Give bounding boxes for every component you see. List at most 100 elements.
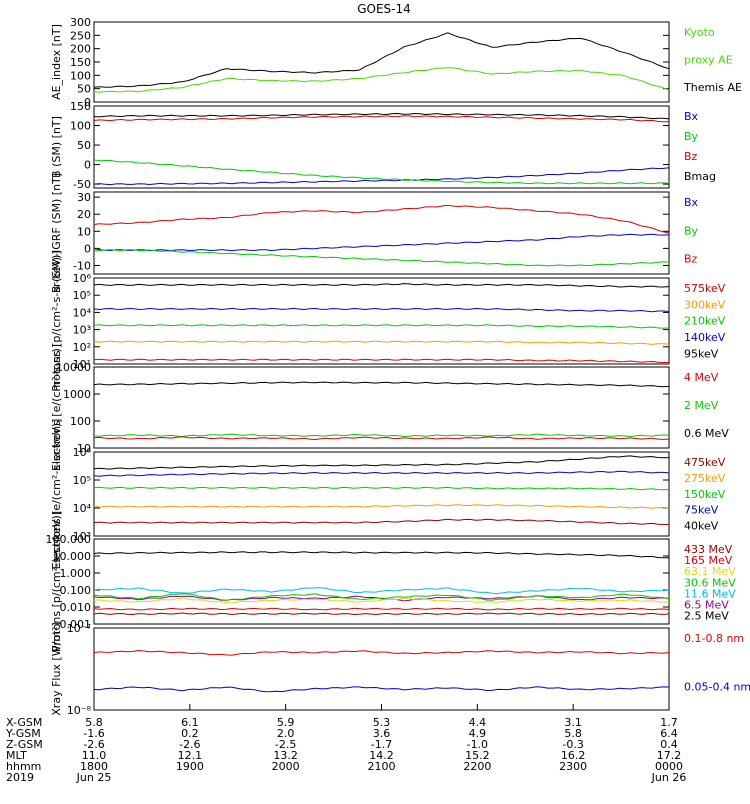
legend-entry: 140keV [684,331,726,344]
x-tick-label: 2300 [559,760,587,773]
y-tick-label: 10³ [73,324,91,337]
legend-entry: 475keV [684,456,726,469]
series-line-by [94,250,669,266]
legend-entry: Bx [684,196,699,209]
y-tick-label: 10⁻⁷ [67,622,91,635]
series-line-11-6-mev [94,588,669,594]
y-tick-label: 1.000 [60,567,92,580]
legend-entry: Bz [684,150,698,163]
legend-entry: Themis AE [683,81,742,94]
start-date: Jun 25 [76,771,112,784]
series-line-95kev [94,284,669,288]
series-line-bz [94,205,669,233]
y-tick-label: 10 [77,225,91,238]
y-tick-label: 100 [70,69,91,82]
series-line-475kev [94,519,669,524]
series-line-0-1-0-8-nm [94,651,669,656]
y-tick-label: 50 [77,139,91,152]
y-tick-label: 150 [70,56,91,69]
plot-title: GOES-14 [357,2,411,16]
series-line-140kev [94,308,669,311]
legend-entry: 0.1-0.8 nm [684,632,744,645]
y-tick-label: 10⁵ [73,289,91,302]
legend-entry: 575keV [684,282,726,295]
series-line-0-6-mev [94,382,669,387]
y-tick-label: 10⁴ [73,306,92,319]
legend-entry: Bz [684,253,698,266]
series-line-275kev [94,505,669,509]
legend-entry: 75keV [684,504,719,517]
x-tick-label: 2000 [272,760,300,773]
series-line-bz [94,116,669,122]
end-date: Jun 26 [651,771,687,784]
series-line-300kev [94,341,669,344]
legend-entry: 300keV [684,298,726,311]
series-line-150kev [94,487,669,490]
y-tick-label: 50 [77,83,91,96]
legend-entry: 150keV [684,488,726,501]
y-tick-label: 10⁶ [73,272,92,285]
series-line-40kev [94,456,669,469]
legend-entry: 95keV [684,347,719,360]
y-tick-label: 0 [84,242,91,255]
series-line-575kev [94,359,669,362]
legend-entry: 275keV [684,472,726,485]
series-line-2-5-mev [94,552,669,558]
y-tick-label: 200 [70,43,91,56]
panel-frame [94,192,669,274]
panel-frame [94,106,669,188]
y-tick-label: 150 [70,100,91,113]
legend-entry: 4 MeV [684,371,719,384]
y-tick-label: 0.100 [60,584,92,597]
y-axis-label: B (SM) [nT] [50,116,63,178]
y-axis-label: Xray Flux [W/m²] [50,622,63,715]
panel-frame [94,628,669,710]
series-line-4-mev [94,437,669,440]
panel-frame [94,539,669,624]
x-tick-label: 2100 [368,760,396,773]
series-line-75kev [94,471,669,476]
ephemeris-row-label: 2019 [6,771,34,784]
panel-frame [94,278,669,364]
y-tick-label: 10⁵ [73,474,91,487]
legend-entry: 2.5 MeV [684,610,729,623]
legend-entry: By [684,130,699,143]
legend-entry: 0.05-0.4 nm [684,681,750,694]
series-line-210kev [94,325,669,328]
series-line-2-mev [94,434,669,437]
series-line-themis-ae [94,33,669,88]
y-tick-label: 10⁴ [73,502,92,515]
y-tick-label: 250 [70,29,91,42]
y-tick-label: 10⁶ [73,446,92,459]
series-line-0-05-0-4-nm [94,687,669,692]
panel-frame [94,22,669,102]
y-tick-label: 300 [70,16,91,29]
legend-entry: 2 MeV [684,399,719,412]
x-tick-label: 2200 [463,760,491,773]
y-tick-label: 100 [70,120,91,133]
series-line-kyoto-proxy-ae [94,68,669,93]
legend-entry: Kyoto [684,26,715,39]
y-tick-label: 30 [77,191,91,204]
series-line-bx [94,168,669,185]
y-tick-label: 20 [77,208,91,221]
legend-entry: 0.6 MeV [684,427,729,440]
legend-entry: 210keV [684,315,726,328]
y-tick-label: -10 [73,259,91,272]
y-tick-label: 100 [70,415,91,428]
y-tick-label: -50 [73,178,91,191]
legend-entry: 40keV [684,520,719,533]
x-tick-label: 1900 [176,760,204,773]
y-tick-label: 0.010 [60,601,92,614]
legend-entry: By [684,224,699,237]
y-tick-label: 10² [73,341,91,354]
